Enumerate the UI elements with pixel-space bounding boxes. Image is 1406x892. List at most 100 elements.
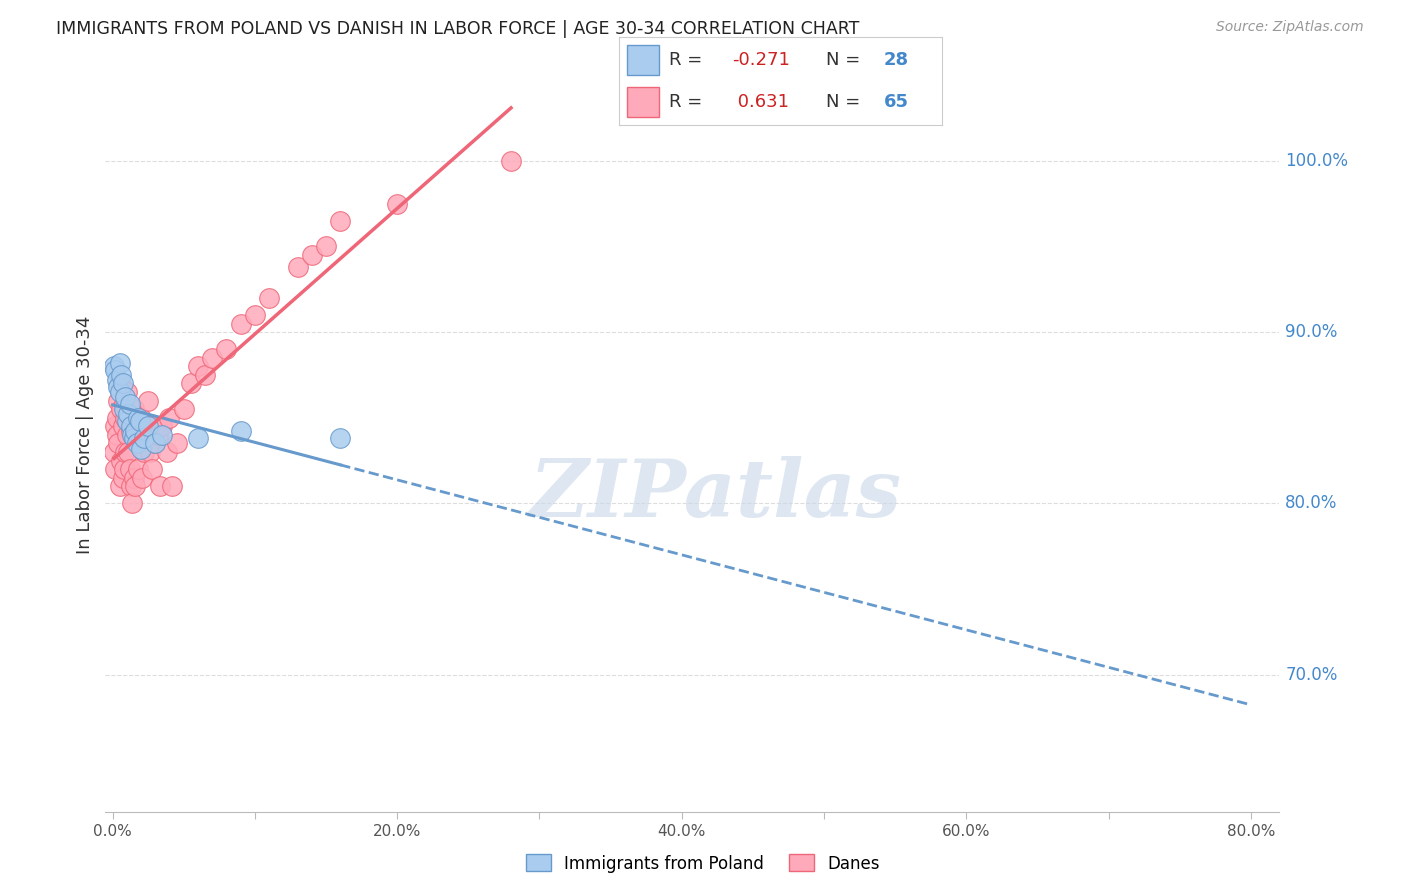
Point: [132, 445, 155, 459]
Point: [187, 431, 209, 445]
Point: [150, 428, 173, 442]
Point: [301, 248, 323, 262]
Point: [122, 471, 145, 485]
Point: [108, 376, 131, 391]
Text: 70.0%: 70.0%: [1285, 665, 1337, 683]
Legend: Immigrants from Poland, Danes: Immigrants from Poland, Danes: [519, 847, 887, 880]
Point: [127, 414, 149, 428]
Point: [385, 196, 408, 211]
Point: [229, 425, 252, 439]
Point: [108, 384, 131, 399]
Point: [110, 402, 132, 417]
Point: [127, 410, 149, 425]
Point: [117, 445, 139, 459]
Point: [104, 363, 127, 377]
Point: [141, 462, 163, 476]
Point: [134, 428, 156, 442]
Point: [287, 260, 309, 274]
Point: [104, 462, 127, 476]
Point: [117, 407, 139, 421]
Point: [159, 410, 181, 425]
Point: [112, 402, 135, 417]
Point: [108, 479, 131, 493]
Point: [114, 410, 136, 425]
Point: [103, 359, 125, 374]
Point: [107, 393, 129, 408]
Point: [118, 397, 141, 411]
Text: IMMIGRANTS FROM POLAND VS DANISH IN LABOR FORCE | AGE 30-34 CORRELATION CHART: IMMIGRANTS FROM POLAND VS DANISH IN LABO…: [56, 20, 859, 37]
Point: [127, 462, 149, 476]
Point: [329, 431, 352, 445]
Point: [121, 414, 143, 428]
Point: [329, 213, 352, 227]
Point: [129, 410, 152, 425]
Point: [120, 419, 142, 434]
Point: [148, 479, 170, 493]
Point: [138, 445, 160, 459]
Point: [112, 462, 135, 476]
Point: [110, 368, 132, 382]
Point: [215, 342, 238, 356]
Point: [128, 414, 150, 428]
Point: [166, 436, 188, 450]
Text: 65: 65: [884, 93, 908, 112]
Point: [118, 462, 141, 476]
Point: [105, 428, 128, 442]
Point: [139, 419, 162, 434]
Point: [124, 428, 146, 442]
Point: [243, 308, 266, 322]
Point: [131, 471, 153, 485]
Point: [173, 402, 195, 417]
Point: [136, 419, 159, 434]
Point: [112, 397, 135, 411]
Point: [150, 419, 173, 434]
Point: [121, 428, 143, 442]
Text: R =: R =: [669, 51, 702, 70]
Point: [105, 410, 128, 425]
Point: [120, 425, 142, 439]
Point: [132, 431, 155, 445]
Point: [257, 291, 280, 305]
Point: [107, 436, 129, 450]
Point: [201, 351, 224, 365]
Point: [120, 479, 142, 493]
Text: ZIPatlas: ZIPatlas: [530, 457, 903, 534]
Point: [121, 496, 143, 510]
Text: 90.0%: 90.0%: [1285, 323, 1337, 341]
Point: [108, 356, 131, 370]
Point: [118, 407, 141, 421]
Text: N =: N =: [825, 93, 860, 112]
Point: [125, 431, 148, 445]
Point: [129, 442, 152, 456]
Y-axis label: In Labor Force | Age 30-34: In Labor Force | Age 30-34: [76, 316, 94, 554]
Text: 0.631: 0.631: [731, 93, 789, 112]
Text: R =: R =: [669, 93, 702, 112]
Point: [124, 479, 146, 493]
Point: [122, 431, 145, 445]
Point: [104, 419, 127, 434]
Point: [128, 436, 150, 450]
Point: [187, 359, 209, 374]
Text: 28: 28: [884, 51, 908, 70]
Point: [180, 376, 202, 391]
Point: [146, 428, 169, 442]
Point: [156, 445, 179, 459]
Text: 100.0%: 100.0%: [1285, 152, 1348, 169]
Point: [124, 425, 146, 439]
Point: [114, 445, 136, 459]
Point: [115, 384, 138, 399]
Point: [114, 390, 136, 404]
Point: [115, 414, 138, 428]
Point: [107, 380, 129, 394]
Text: N =: N =: [825, 51, 860, 70]
Text: -0.271: -0.271: [731, 51, 790, 70]
Point: [103, 445, 125, 459]
Point: [229, 317, 252, 331]
FancyBboxPatch shape: [627, 45, 659, 75]
Point: [136, 393, 159, 408]
Point: [194, 368, 217, 382]
Point: [125, 436, 148, 450]
FancyBboxPatch shape: [627, 87, 659, 117]
Point: [162, 479, 184, 493]
Text: Source: ZipAtlas.com: Source: ZipAtlas.com: [1216, 20, 1364, 34]
